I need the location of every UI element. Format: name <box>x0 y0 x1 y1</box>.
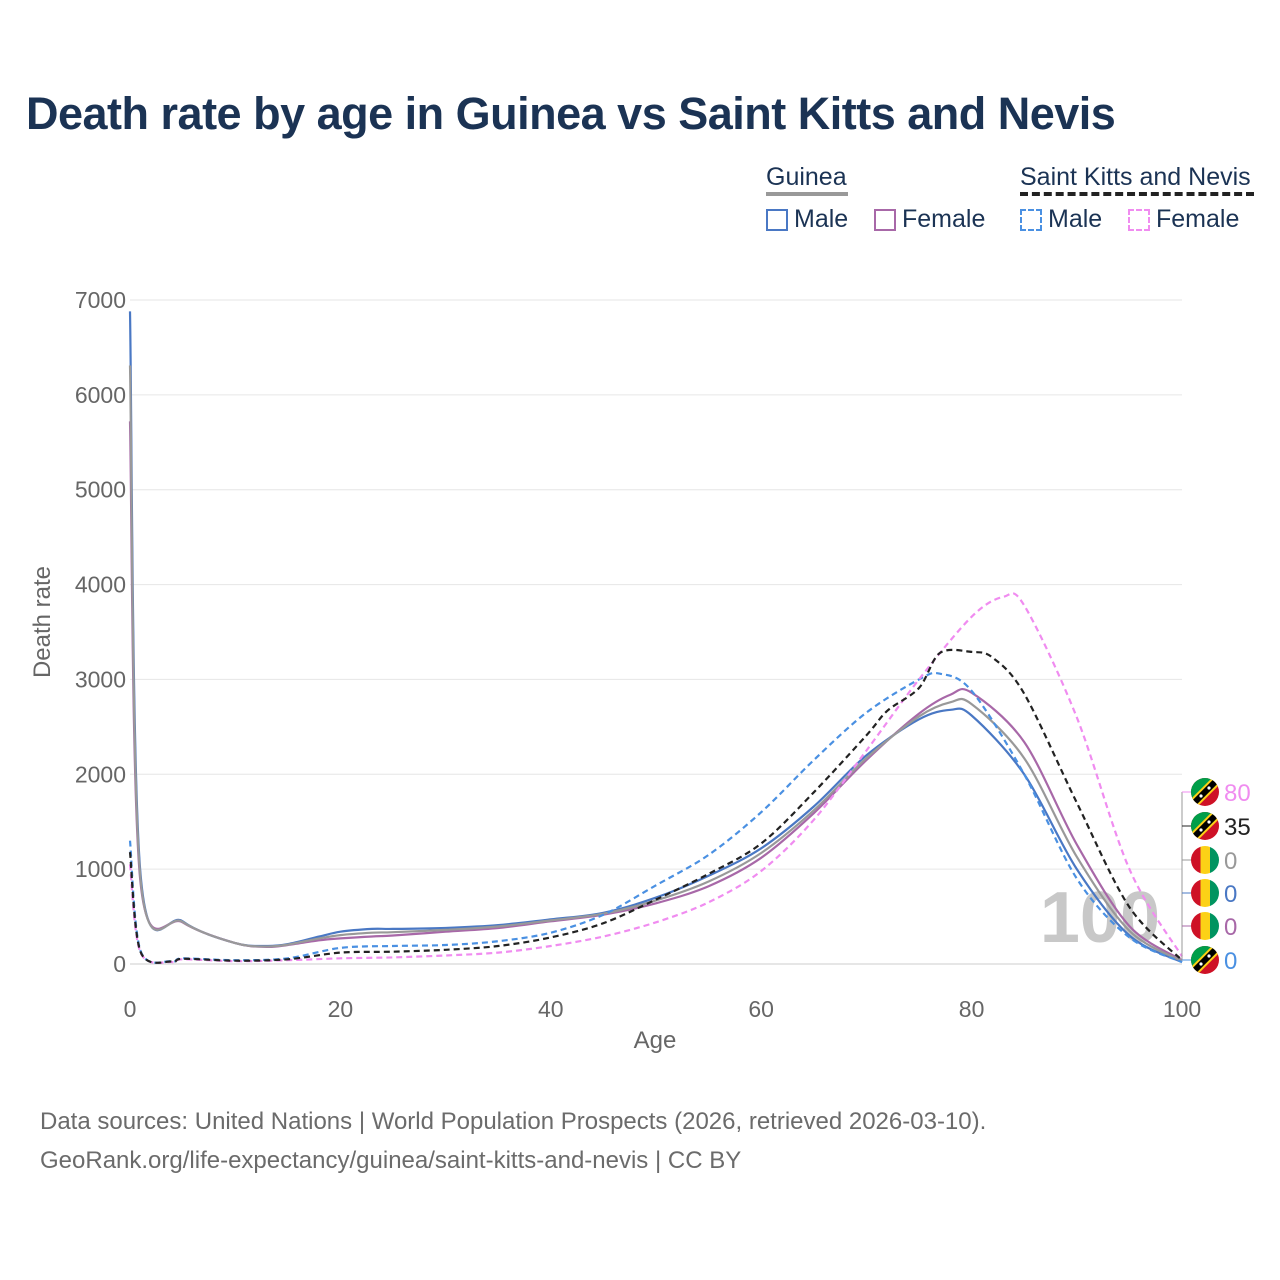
female-swatch-icon <box>874 208 896 231</box>
end-label-value: 0 <box>1224 914 1237 941</box>
series-line-saint-kitts-and-nevis-female <box>128 592 1183 964</box>
legend-skn-male-label: Male <box>1048 205 1103 233</box>
y-tick-label: 3000 <box>75 666 126 692</box>
y-tick-label: 0 <box>113 951 126 977</box>
legend-skn-female[interactable]: Female <box>1128 205 1239 234</box>
series-line-saint-kitts-and-nevis-male <box>128 671 1183 964</box>
legend-guinea-male[interactable]: Male <box>766 205 848 234</box>
legend-skn-title: Saint Kitts and Nevis <box>1020 163 1251 191</box>
end-label-value: 0 <box>1224 848 1237 875</box>
legend-guinea-title: Guinea <box>766 163 847 191</box>
x-tick-label: 0 <box>124 996 137 1022</box>
series-line-guinea-female <box>128 421 1183 962</box>
end-label-value: 80 <box>1224 780 1251 807</box>
guinea-flag-icon <box>1191 912 1219 940</box>
legend-guinea-male-label: Male <box>794 205 849 233</box>
y-tick-label: 5000 <box>75 477 126 503</box>
x-axis-label: Age <box>634 1027 677 1054</box>
y-tick-label: 6000 <box>75 382 126 408</box>
legend-guinea-female[interactable]: Female <box>874 205 985 234</box>
male-swatch-icon <box>766 208 788 231</box>
y-tick-label: 4000 <box>75 572 126 598</box>
x-tick-label: 20 <box>328 996 354 1022</box>
y-tick-label: 1000 <box>75 856 126 882</box>
male-dashed-swatch-icon <box>1020 208 1042 231</box>
end-label-value: 0 <box>1224 881 1237 908</box>
y-axis-label: Death rate <box>29 566 56 678</box>
guinea-flag-icon <box>1191 846 1219 874</box>
series-line-guinea-male <box>128 311 1183 964</box>
saint-kitts-and-nevis-flag-icon <box>1191 778 1219 806</box>
x-tick-label: 100 <box>1163 996 1201 1022</box>
guinea-flag-icon <box>1191 879 1219 907</box>
x-tick-label: 40 <box>538 996 564 1022</box>
legend-guinea-female-label: Female <box>902 205 986 233</box>
series-line-guinea-total <box>128 365 1183 963</box>
x-tick-label: 80 <box>959 996 985 1022</box>
legend-skn-male[interactable]: Male <box>1020 205 1102 234</box>
female-dashed-swatch-icon <box>1128 208 1150 231</box>
chart-title: Death rate by age in Guinea vs Saint Kit… <box>26 88 1116 139</box>
y-tick-label: 2000 <box>75 761 126 787</box>
x-tick-label: 60 <box>748 996 774 1022</box>
saint-kitts-and-nevis-flag-icon <box>1191 946 1219 974</box>
footer-source: Data sources: United Nations | World Pop… <box>40 1108 987 1135</box>
saint-kitts-and-nevis-flag-icon <box>1191 812 1219 840</box>
footer-url: GeoRank.org/life-expectancy/guinea/saint… <box>40 1147 742 1174</box>
legend-skn-female-label: Female <box>1156 205 1240 233</box>
end-label-value: 0 <box>1224 948 1237 975</box>
end-label-value: 35 <box>1224 814 1251 841</box>
series-line-saint-kitts-and-nevis-total <box>128 648 1183 964</box>
legend-skn-rule <box>1020 192 1254 196</box>
y-tick-label: 7000 <box>75 287 126 313</box>
legend-guinea-rule <box>766 192 848 196</box>
